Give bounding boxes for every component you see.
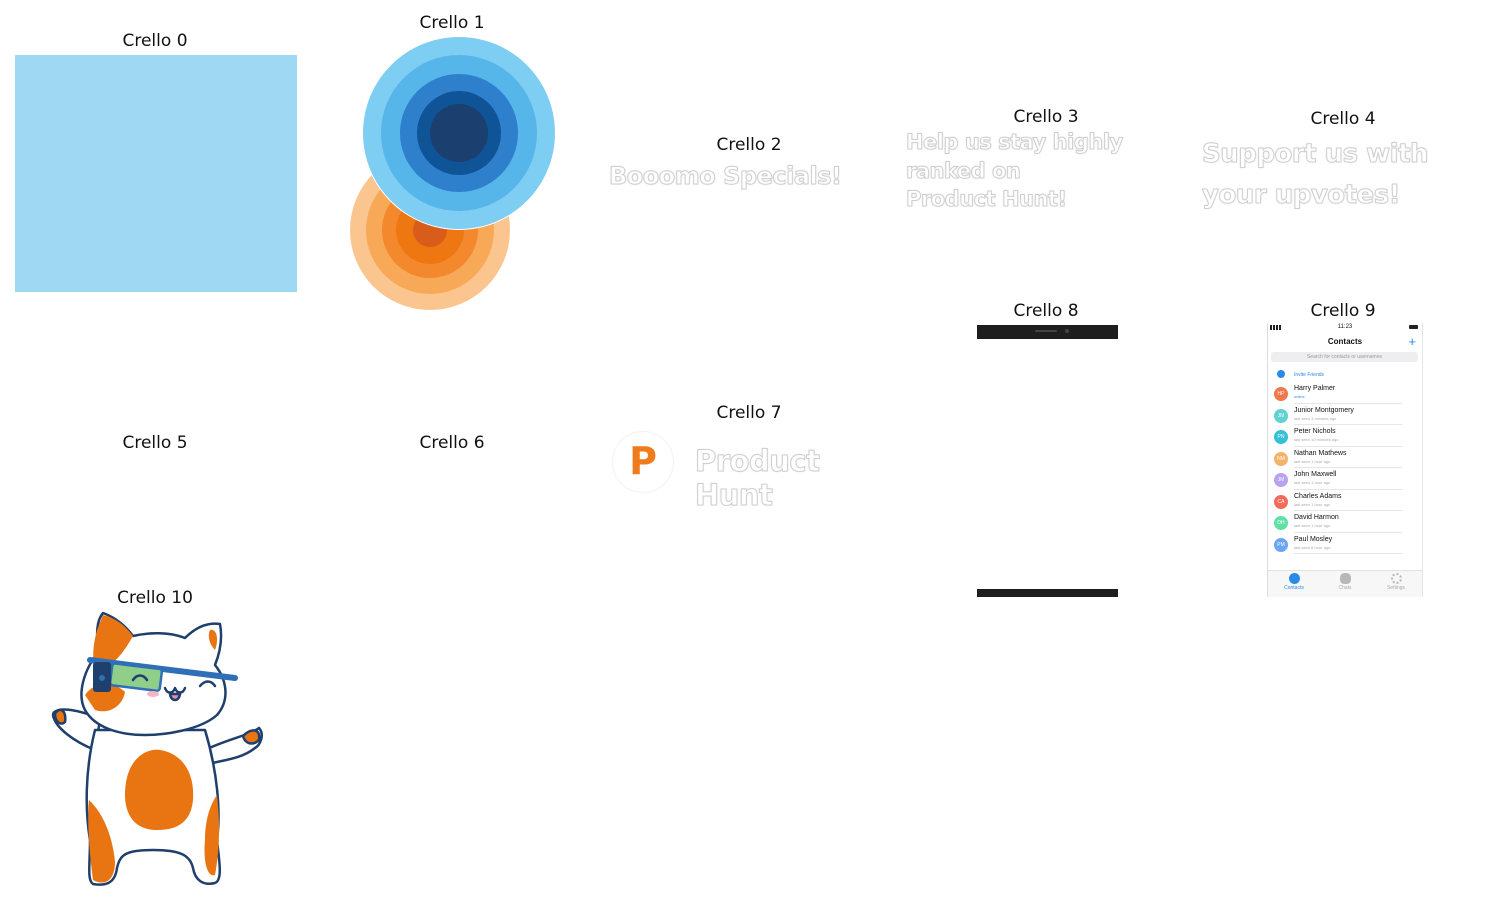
crello4-headline: Support us with your upvotes! xyxy=(1201,134,1429,216)
tab-contacts-label: Contacts xyxy=(1284,585,1304,591)
battery-icon xyxy=(1409,325,1418,329)
contact-avatar: JM xyxy=(1274,473,1288,487)
crello3-line-3: Product Hunt! xyxy=(906,187,1068,212)
invite-friends-item[interactable]: Invite Friends xyxy=(1268,366,1422,382)
crello0-blue-rectangle xyxy=(15,55,297,292)
contact-status: last seen 1 hour ago xyxy=(1294,501,1331,507)
speaker-slot xyxy=(1035,330,1057,332)
product-hunt-icon: P xyxy=(613,432,673,492)
tab-chats[interactable]: Chats xyxy=(1325,573,1365,591)
crello9-contacts-screen: 11:23 Contacts + Search for contacts or … xyxy=(1267,323,1423,597)
contact-name: Paul Mosley xyxy=(1294,535,1333,543)
contact-status: last seen 1 hour ago xyxy=(1294,523,1331,528)
contact-avatar: CA xyxy=(1274,494,1288,509)
contact-status: last seen 8 hour ago xyxy=(1294,544,1331,550)
contact-status: last seen 1 hour ago xyxy=(1294,458,1331,464)
row-divider xyxy=(1294,467,1402,468)
contacts-search-input[interactable]: Search for contacts or usernames xyxy=(1271,352,1418,362)
contact-name: Charles Adams xyxy=(1294,492,1342,500)
contact-name: Peter Nichols xyxy=(1294,428,1336,435)
nav-bar: Contacts + xyxy=(1268,333,1422,351)
status-bar: 11:23 xyxy=(1268,323,1422,333)
contact-row[interactable]: JM John Maxwell last seen 1 hour ago xyxy=(1268,468,1422,490)
blue-rings xyxy=(362,36,556,230)
crello7-product-hunt-logo: P Product Hunt xyxy=(611,432,901,513)
product-hunt-icon-letter: P xyxy=(629,439,657,483)
contact-name: David Harmon xyxy=(1294,514,1339,521)
contact-row[interactable]: HP Harry Palmer online xyxy=(1268,382,1422,404)
chat-bubbles-icon xyxy=(1339,573,1351,584)
contact-row[interactable]: CA Charles Adams last seen 1 hour ago xyxy=(1268,490,1422,511)
contact-status: last seen 3 minutes ago xyxy=(1294,415,1337,421)
person-icon xyxy=(1288,573,1300,584)
panel-label-0: Crello 0 xyxy=(122,31,188,51)
tab-contacts[interactable]: Contacts xyxy=(1274,573,1314,591)
contact-status: last seen 1 hour ago xyxy=(1294,480,1331,485)
crello8-phone-bottom-bar xyxy=(977,589,1118,597)
panel-label-5: Crello 5 xyxy=(122,433,188,453)
tab-bar: Contacts Chats Settings xyxy=(1268,570,1422,597)
contact-avatar: DH xyxy=(1274,516,1288,530)
gear-icon xyxy=(1390,573,1402,584)
tab-settings-label: Settings xyxy=(1386,585,1406,591)
panel-label-7: Crello 7 xyxy=(716,403,782,423)
contact-list: HP Harry Palmer online JM Junior Montgomery l… xyxy=(1268,382,1422,554)
crello10-cat-mascot xyxy=(51,611,263,886)
row-divider xyxy=(1294,402,1402,404)
row-divider xyxy=(1294,510,1402,511)
contact-row[interactable]: JM Junior Montgomery last seen 3 minutes a… xyxy=(1268,404,1422,425)
row-divider xyxy=(1294,488,1402,490)
crello1-concentric-circles xyxy=(350,36,556,310)
crello3-line-1: Help us stay highly xyxy=(906,130,1124,155)
crello3-line-2: ranked on xyxy=(906,158,1022,183)
contact-avatar: PN xyxy=(1274,430,1288,444)
contact-row[interactable]: NM Nathan Mathews last seen 1 hour ago xyxy=(1268,447,1422,468)
contact-name: Harry Palmer xyxy=(1294,385,1336,392)
contact-row[interactable]: PN Peter Nichols last seen 10 minutes ago xyxy=(1268,425,1422,447)
contacts-title: Contacts xyxy=(1327,337,1363,346)
panel-label-9: Crello 9 xyxy=(1310,301,1376,321)
panel-label-2: Crello 2 xyxy=(716,135,782,155)
row-divider xyxy=(1294,531,1402,533)
contact-avatar: NM xyxy=(1274,451,1288,466)
panel-label-6: Crello 6 xyxy=(419,433,485,453)
row-divider xyxy=(1294,424,1402,425)
panel-label-10: Crello 10 xyxy=(117,588,193,608)
crello2-headline: Booomo Specials! xyxy=(608,162,842,191)
person-add-icon xyxy=(1277,370,1285,378)
crello4-line-2: your upvotes! xyxy=(1201,180,1401,211)
add-contact-button[interactable]: + xyxy=(1408,334,1416,349)
row-divider xyxy=(1294,445,1402,447)
contact-status: online xyxy=(1294,394,1305,399)
contact-row[interactable]: PM Paul Mosley last seen 8 hour ago xyxy=(1268,533,1422,554)
row-divider xyxy=(1294,553,1402,554)
contact-avatar: HP xyxy=(1274,387,1288,401)
crello8-phone-top-bar xyxy=(977,325,1118,339)
tab-settings[interactable]: Settings xyxy=(1376,573,1416,591)
camera-dot xyxy=(1065,329,1069,333)
invite-friends-label: Invite Friends xyxy=(1294,372,1325,378)
contact-avatar: JM xyxy=(1274,408,1288,423)
crello3-headline: Help us stay highly ranked on Product Hu… xyxy=(906,128,1124,214)
tab-chats-label: Chats xyxy=(1338,585,1352,591)
status-time: 11:23 xyxy=(1337,324,1353,330)
signal-icon xyxy=(1270,325,1282,330)
contact-avatar: PM xyxy=(1274,537,1288,552)
contact-name: Nathan Mathews xyxy=(1294,449,1347,457)
panel-label-1: Crello 1 xyxy=(419,13,485,33)
contact-status: last seen 10 minutes ago xyxy=(1294,437,1339,442)
panel-label-4: Crello 4 xyxy=(1310,109,1376,129)
contact-name: Junior Montgomery xyxy=(1294,406,1354,414)
contact-name: John Maxwell xyxy=(1294,471,1337,478)
panel-label-3: Crello 3 xyxy=(1013,107,1079,127)
panel-label-8: Crello 8 xyxy=(1013,301,1079,321)
contact-row[interactable]: DH David Harmon last seen 1 hour ago xyxy=(1268,511,1422,533)
crello4-line-1: Support us with xyxy=(1201,139,1429,170)
product-hunt-wordmark: Product Hunt xyxy=(695,444,821,513)
